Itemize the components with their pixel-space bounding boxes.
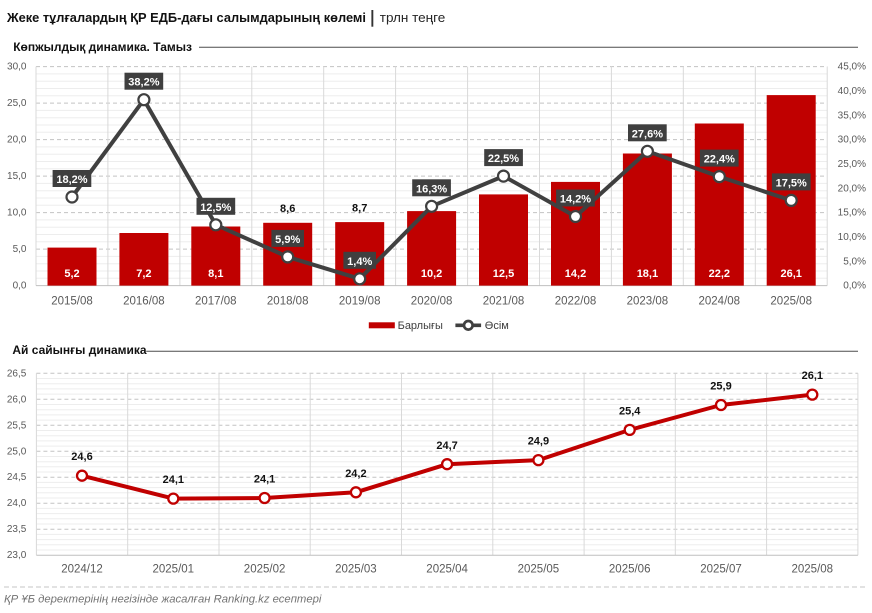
svg-text:27,6%: 27,6% [632,128,663,140]
svg-text:22,5%: 22,5% [488,153,519,165]
svg-text:5,0%: 5,0% [843,256,866,267]
svg-text:2025/01: 2025/01 [153,564,195,576]
svg-text:2024/08: 2024/08 [699,296,741,308]
svg-text:2022/08: 2022/08 [555,296,597,308]
svg-text:24,5: 24,5 [7,472,27,483]
svg-text:2019/08: 2019/08 [339,296,381,308]
svg-text:0,0%: 0,0% [843,281,866,292]
svg-text:25,0: 25,0 [7,446,27,457]
svg-text:2018/08: 2018/08 [267,296,309,308]
svg-text:14,2: 14,2 [565,268,586,280]
svg-text:2024/12: 2024/12 [61,564,103,576]
svg-text:17,5%: 17,5% [776,177,807,189]
svg-text:2023/08: 2023/08 [627,296,669,308]
svg-text:24,7: 24,7 [436,440,457,452]
svg-text:22,2: 22,2 [709,268,730,280]
svg-text:2025/02: 2025/02 [244,564,286,576]
svg-text:24,6: 24,6 [71,451,92,463]
svg-text:Барлығы: Барлығы [398,320,443,332]
svg-text:2016/08: 2016/08 [123,296,165,308]
svg-text:трлн теңге: трлн теңге [380,10,446,25]
svg-text:22,4%: 22,4% [704,154,735,166]
svg-text:2025/08: 2025/08 [792,564,834,576]
svg-text:8,6: 8,6 [280,203,295,215]
svg-text:25,5: 25,5 [7,420,27,431]
svg-text:35,0%: 35,0% [838,110,866,121]
svg-text:2021/08: 2021/08 [483,296,525,308]
svg-text:Жеке тұлғалардың ҚР ЕДБ-дағы с: Жеке тұлғалардың ҚР ЕДБ-дағы салымдарыны… [6,10,366,25]
svg-text:23,0: 23,0 [7,550,27,561]
svg-text:40,0%: 40,0% [838,86,866,97]
svg-text:2020/08: 2020/08 [411,296,453,308]
svg-text:24,0: 24,0 [7,498,27,509]
svg-text:30,0%: 30,0% [838,135,866,146]
svg-text:45,0%: 45,0% [838,62,866,73]
svg-text:25,0%: 25,0% [838,159,866,170]
svg-text:25,9: 25,9 [710,381,731,393]
svg-text:2025/08: 2025/08 [770,296,812,308]
svg-text:2025/04: 2025/04 [426,564,468,576]
svg-text:2015/08: 2015/08 [51,296,93,308]
svg-text:24,1: 24,1 [254,474,275,486]
svg-text:25,4: 25,4 [619,405,641,417]
svg-text:2025/05: 2025/05 [518,564,560,576]
svg-text:8,7: 8,7 [352,202,367,214]
svg-text:24,1: 24,1 [163,474,184,486]
svg-text:2025/06: 2025/06 [609,564,651,576]
svg-text:15,0: 15,0 [7,171,27,182]
svg-text:10,0%: 10,0% [838,232,866,243]
svg-text:7,2: 7,2 [136,268,151,280]
svg-text:20,0%: 20,0% [838,183,866,194]
svg-text:15,0%: 15,0% [838,208,866,219]
svg-text:20,0: 20,0 [7,135,27,146]
svg-text:26,5: 26,5 [7,368,27,379]
svg-text:Көпжылдық динамика. Тамыз: Көпжылдық динамика. Тамыз [13,40,192,54]
svg-text:18,2%: 18,2% [56,174,87,186]
svg-text:24,2: 24,2 [345,468,366,480]
svg-text:16,3%: 16,3% [416,183,447,195]
svg-text:8,1: 8,1 [208,268,223,280]
svg-text:5,9%: 5,9% [275,234,300,246]
svg-text:12,5: 12,5 [493,268,514,280]
svg-text:24,9: 24,9 [528,436,549,448]
svg-text:26,1: 26,1 [802,370,823,382]
svg-text:10,0: 10,0 [7,208,27,219]
svg-text:38,2%: 38,2% [128,77,159,89]
svg-text:1,4%: 1,4% [347,256,372,268]
svg-text:14,2%: 14,2% [560,194,591,206]
svg-text:2025/07: 2025/07 [700,564,742,576]
svg-text:25,0: 25,0 [7,98,27,109]
svg-text:2017/08: 2017/08 [195,296,237,308]
svg-text:2025/03: 2025/03 [335,564,377,576]
svg-text:Өсім: Өсім [485,320,509,332]
svg-text:Ай сайынғы динамика: Ай сайынғы динамика [12,343,147,357]
svg-text:ҚР ҰБ деректерінің негізінде ж: ҚР ҰБ деректерінің негізінде жасалған Ra… [4,594,322,606]
svg-text:5,2: 5,2 [64,268,79,280]
svg-text:30,0: 30,0 [7,62,27,73]
svg-text:5,0: 5,0 [13,244,27,255]
svg-text:0,0: 0,0 [13,281,27,292]
svg-text:12,5%: 12,5% [200,202,231,214]
svg-text:18,1: 18,1 [637,268,658,280]
svg-text:10,2: 10,2 [421,268,442,280]
svg-text:23,5: 23,5 [7,524,27,535]
svg-text:26,0: 26,0 [7,394,27,405]
svg-text:26,1: 26,1 [780,268,801,280]
